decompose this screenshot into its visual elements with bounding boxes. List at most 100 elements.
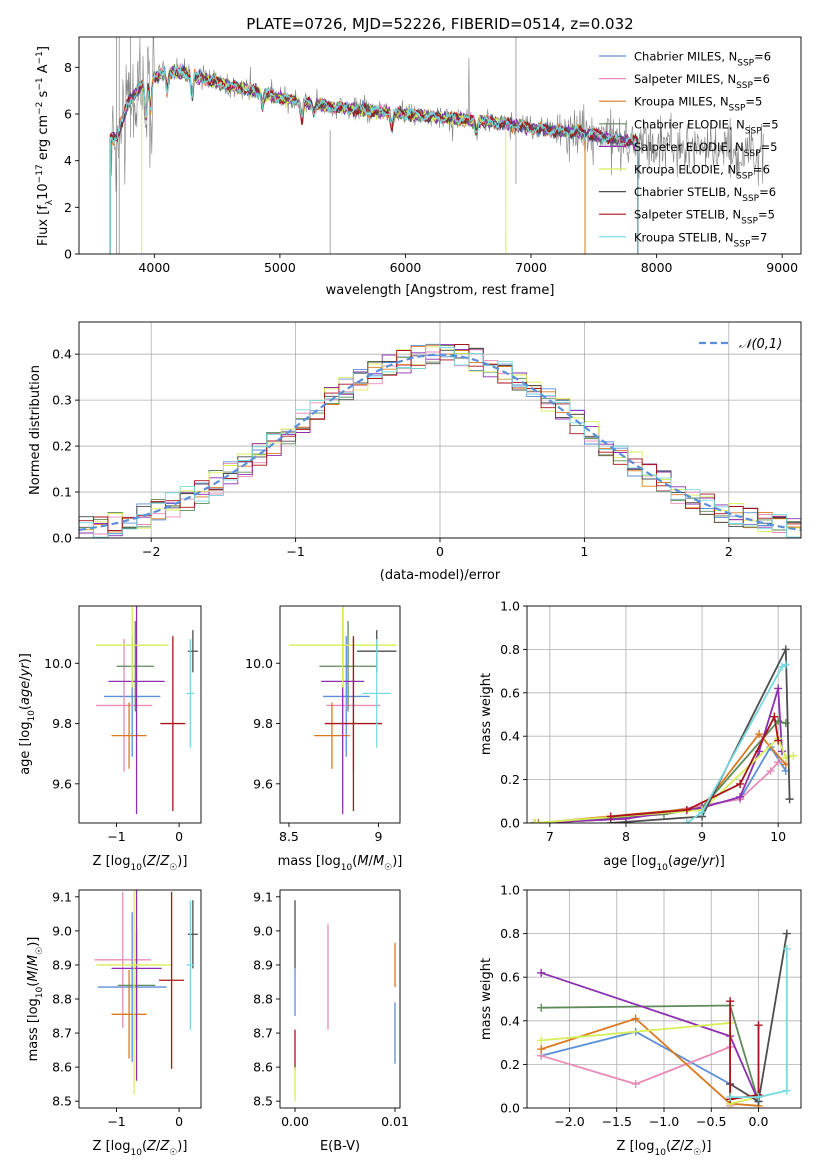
y-tick-label: 0.4 (500, 1013, 520, 1028)
weight-marker (754, 1021, 763, 1030)
histogram-step (79, 343, 801, 538)
x-axis-label: (data-model)/error (380, 568, 501, 583)
weight-marker (736, 779, 745, 788)
legend: Chabrier MILES, NSSP=6 Salpeter MILES, NS… (599, 50, 779, 249)
spectrum-axes-plot-area (109, 37, 764, 254)
y-tick-label: 2 (64, 200, 72, 215)
y-tick-label: 8.9 (52, 957, 72, 972)
y-tick-label: 0.8 (500, 642, 520, 657)
legend-entry: Chabrier MILES, NSSP=6 (634, 50, 771, 69)
y-axis-label: Flux [fλ10−17 erg cm−2 s−1 A−1] (35, 46, 55, 246)
y-axis-label: Normed distribution (28, 365, 43, 495)
mass-ebv-axes: 0.00 0.01 8.5 8.6 8.7 8.8 8.9 9.0 9.1 (253, 889, 409, 1129)
y-tick-label: 9.6 (253, 776, 273, 791)
y-tick-label: 6 (64, 107, 72, 122)
y-tick-label: 9.8 (52, 716, 72, 731)
weight-line (534, 736, 794, 823)
mass-ebv-axes-plot-area (294, 900, 396, 1102)
model-spectrum (141, 66, 507, 254)
model-spectrum (109, 65, 639, 254)
weight-marker (698, 808, 707, 817)
weight-age-axes-plot-area (527, 606, 801, 823)
y-tick-label: 0.3 (52, 393, 72, 408)
weight-line (541, 1004, 760, 1102)
weight-marker (537, 968, 546, 977)
x-tick-label: 5000 (264, 260, 296, 275)
x-tick-label: 8 (622, 829, 630, 844)
weight-marker (537, 1036, 546, 1045)
y-tick-label: 9.1 (253, 889, 273, 904)
axes-frame (279, 605, 401, 824)
y-axis-label: mass weight (479, 958, 494, 1040)
weight-line (686, 663, 787, 823)
weight-marker (631, 1080, 640, 1089)
y-tick-label: 0 (64, 247, 72, 262)
axes-frame (78, 889, 202, 1109)
y-tick-label: 0.2 (500, 1057, 520, 1072)
y-tick-label: 8.5 (52, 1094, 72, 1109)
age-mass-axes-plot-area (288, 606, 397, 814)
y-tick-label: 8 (64, 60, 72, 75)
weight-marker (785, 795, 794, 804)
model-spectrum (109, 65, 639, 254)
y-tick-label: 8.8 (52, 992, 72, 1007)
x-tick-label: 6000 (390, 260, 422, 275)
axes-frame (78, 605, 202, 824)
histogram-step (79, 344, 801, 538)
x-tick-label: −2 (142, 544, 160, 559)
weight-age-axes: 7 8 9 10 0.0 0.2 0.4 0.6 0.8 1.0 (500, 599, 802, 844)
y-tick-label: 0.1 (52, 485, 72, 500)
x-tick-label: 9 (698, 829, 706, 844)
weight-marker (782, 944, 791, 953)
weight-marker (606, 812, 615, 821)
x-tick-label: 7 (546, 829, 554, 844)
weight-marker (782, 1086, 791, 1095)
residuals-axes-plot-area (79, 322, 801, 538)
model-spectrum (109, 67, 639, 254)
y-tick-label: 0.4 (500, 729, 520, 744)
weight-marker (530, 819, 539, 823)
weight-marker (726, 1093, 735, 1102)
chart-title: PLATE=0726, MJD=52226, FIBERID=0514, z=0… (246, 15, 633, 33)
weight-marker (736, 792, 745, 801)
y-tick-label: 0.8 (500, 926, 520, 941)
model-spectrum (109, 64, 639, 254)
x-axis-label: Z [log10(Z/Z☉)] (617, 1139, 712, 1158)
x-tick-label: −1.5 (602, 1114, 632, 1129)
y-axis-label: age [log10(age/yr)] (18, 653, 37, 775)
weight-marker (774, 736, 783, 745)
x-tick-label: 0.0 (749, 1114, 769, 1129)
y-tick-label: 9.0 (52, 923, 72, 938)
x-tick-label: −1 (107, 1114, 125, 1129)
y-tick-label: 4 (64, 153, 72, 168)
model-spectrum (109, 63, 639, 254)
x-axis-label: Z [log10(Z/Z☉)] (93, 1139, 188, 1158)
x-tick-label: 9000 (766, 260, 798, 275)
y-tick-label: 0.2 (52, 439, 72, 454)
y-tick-label: 8.5 (253, 1094, 273, 1109)
model-spectrum (109, 64, 586, 254)
y-axis-label: mass [log10(M/M☉)] (26, 937, 45, 1062)
x-tick-label: 7000 (515, 260, 547, 275)
y-tick-label: 9.1 (52, 889, 72, 904)
weight-line (610, 648, 791, 823)
spectrum-axes: Chabrier MILES, NSSP=6 Salpeter MILES, NS… (64, 36, 802, 275)
model-spectrum (109, 65, 639, 254)
y-tick-label: 8.6 (253, 1060, 273, 1075)
weight-marker (774, 684, 783, 693)
x-axis-label: wavelength [Angstrom, rest frame] (326, 283, 555, 298)
legend-entry: Salpeter ELODIE, NSSP=5 (634, 140, 777, 159)
y-axis-label: mass weight (479, 673, 494, 755)
weight-marker (726, 997, 735, 1006)
residuals-axes: 𝒩(0,1) −2 −1 0 1 2 0.0 0.1 0.2 0.3 0.4 (52, 321, 802, 559)
axes-frame (279, 889, 401, 1109)
y-tick-label: 0.0 (52, 531, 72, 546)
x-tick-label: 0 (436, 544, 444, 559)
x-tick-label: 9 (375, 829, 383, 844)
age-Z-axes: −1 0 9.6 9.8 10.0 (44, 605, 202, 844)
x-tick-label: 0 (175, 1114, 183, 1129)
x-tick-label: 0 (175, 829, 183, 844)
legend-entry: Salpeter MILES, NSSP=6 (634, 72, 770, 91)
age-mass-axes: 8.5 9 9.6 9.8 10.0 (245, 605, 401, 844)
